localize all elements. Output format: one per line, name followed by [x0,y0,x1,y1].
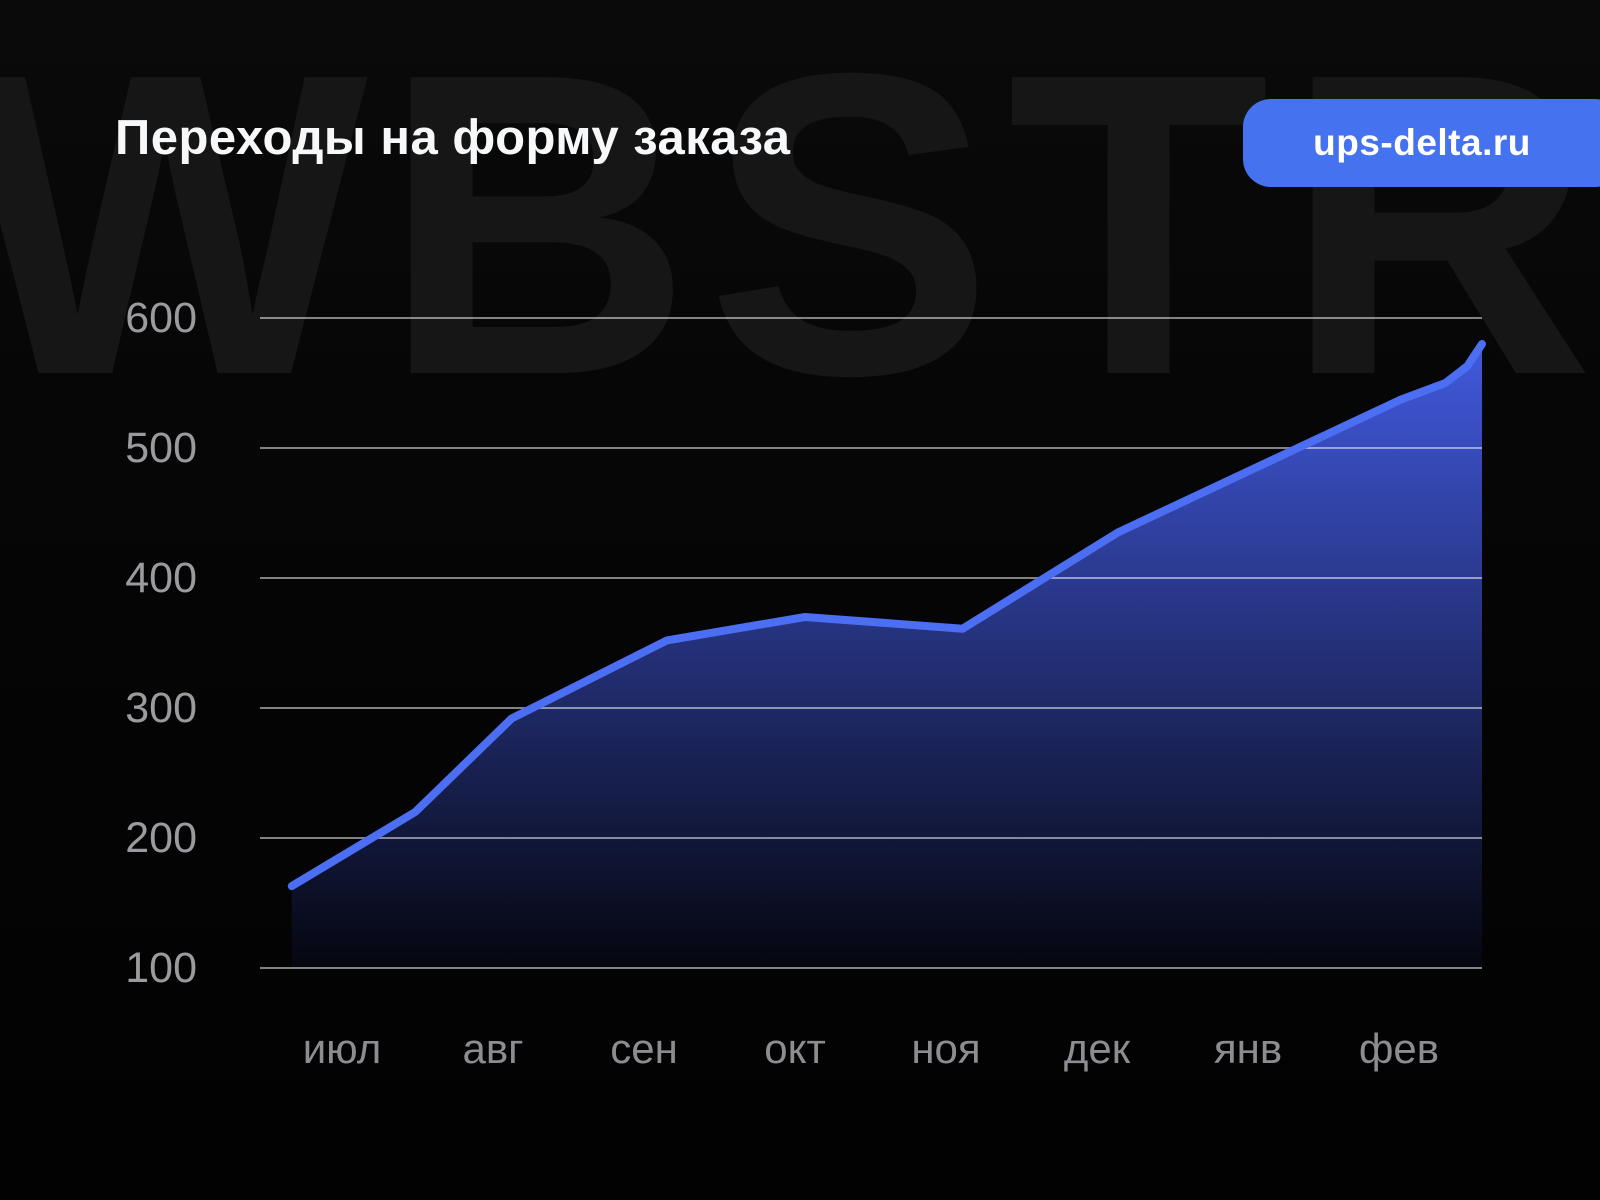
area-fill [291,344,1483,968]
x-tick-label-июл: июл [303,1025,382,1072]
y-tick-label-400: 400 [125,554,197,602]
x-tick-label-янв: янв [1214,1025,1282,1072]
y-tick-label-600: 600 [125,294,197,342]
y-tick-label-300: 300 [125,684,197,732]
y-tick-label-100: 100 [125,944,197,992]
x-tick-label-ноя: ноя [911,1025,980,1072]
site-badge-label: ups-delta.ru [1313,122,1531,163]
x-tick-label-сен: сен [610,1025,678,1072]
site-badge: ups-delta.ru [1243,99,1600,187]
x-tick-label-авг: авг [463,1025,524,1072]
x-tick-label-дек: дек [1064,1025,1131,1072]
x-tick-label-окт: окт [764,1025,825,1072]
trend-line [287,340,1486,891]
x-tick-label-фев: фев [1359,1025,1439,1072]
y-tick-label-200: 200 [125,814,197,862]
page-title: Переходы на форму заказа [115,111,791,165]
watermark-text: WBSTR [0,0,1600,465]
y-tick-label-500: 500 [125,424,197,472]
